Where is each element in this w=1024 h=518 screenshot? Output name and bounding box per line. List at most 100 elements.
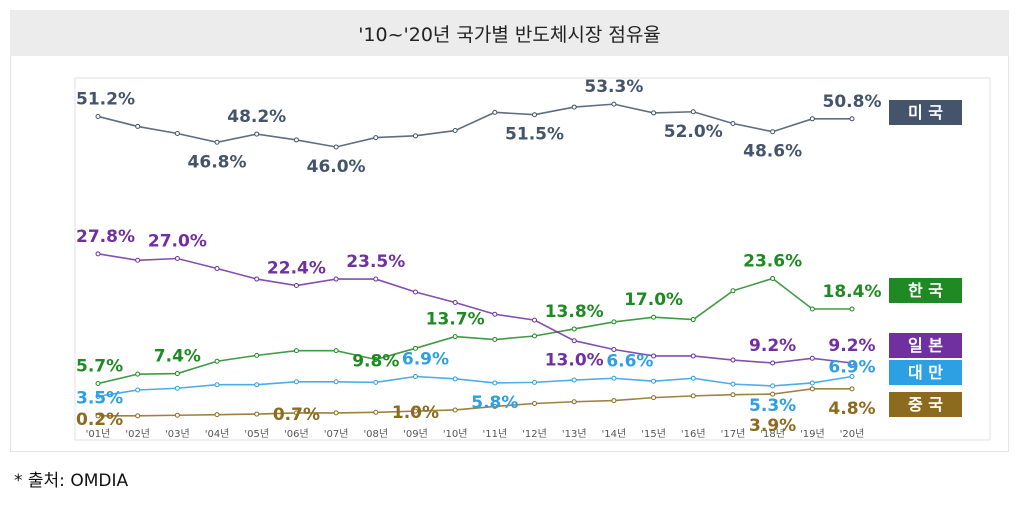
x-tick-label: '11년 [482, 428, 507, 440]
data-point [293, 379, 299, 385]
data-point [452, 407, 458, 413]
data-point [174, 412, 180, 418]
data-label: 0.7% [273, 405, 320, 425]
data-label: 48.6% [743, 142, 802, 162]
x-tick-label: '20년 [840, 428, 865, 440]
data-point [571, 399, 577, 405]
data-point [135, 371, 141, 377]
data-point [95, 413, 101, 419]
data-point [770, 129, 776, 135]
legend-label: 한 국 [908, 281, 943, 300]
data-point [95, 393, 101, 399]
data-point [532, 333, 538, 339]
data-point [770, 383, 776, 389]
data-point [809, 380, 815, 386]
data-label: 6.9% [402, 349, 449, 369]
x-tick-label: '04년 [205, 428, 230, 440]
data-point [690, 393, 696, 399]
data-point [532, 379, 538, 385]
data-point [690, 109, 696, 115]
data-point [214, 358, 220, 364]
data-point [412, 133, 418, 139]
series-line [97, 277, 852, 385]
x-tick-label: '15년 [641, 428, 666, 440]
data-point [412, 408, 418, 414]
data-point [730, 288, 736, 294]
data-label: 0.2% [76, 410, 123, 430]
data-point [293, 410, 299, 416]
data-point [571, 377, 577, 383]
data-label: 53.3% [584, 77, 643, 97]
data-point [214, 412, 220, 418]
data-point [809, 386, 815, 392]
data-point [492, 403, 498, 409]
data-point [214, 139, 220, 145]
data-point [373, 276, 379, 282]
series-line [97, 375, 853, 398]
data-label: 13.8% [545, 302, 604, 322]
data-point [611, 319, 617, 325]
data-point [214, 265, 220, 271]
data-label: 22.4% [267, 259, 326, 279]
data-label: 27.8% [76, 227, 135, 247]
data-label: 51.5% [505, 125, 564, 145]
data-point [412, 289, 418, 295]
legend-swatch [889, 333, 962, 358]
x-tick-label: '02년 [125, 428, 150, 440]
x-tick-label: '18년 [760, 428, 785, 440]
data-point [611, 398, 617, 404]
data-point [135, 387, 141, 393]
data-point [849, 306, 855, 312]
data-point [452, 334, 458, 340]
data-point [135, 413, 141, 419]
data-point [651, 314, 657, 320]
source-footnote: * 출처: OMDIA [14, 471, 129, 491]
data-point [373, 409, 379, 415]
data-label: 23.6% [743, 251, 802, 271]
data-label: 46.0% [307, 157, 366, 177]
data-point [333, 276, 339, 282]
legend-swatch [889, 392, 962, 417]
data-point [492, 337, 498, 343]
data-label: 5.3% [749, 396, 796, 416]
data-point [135, 257, 141, 263]
data-point [611, 375, 617, 381]
data-label: 1.0% [392, 403, 439, 423]
data-point [373, 135, 379, 141]
data-point [254, 382, 260, 388]
legend-label: 대 만 [908, 363, 943, 382]
x-tick-label: '07년 [324, 428, 349, 440]
data-point [333, 348, 339, 354]
data-point [174, 130, 180, 136]
data-point [532, 112, 538, 118]
x-tick-label: '01년 [86, 428, 111, 440]
legend-label: 일 본 [908, 336, 943, 355]
data-point [293, 283, 299, 289]
data-point [770, 391, 776, 397]
data-point [849, 360, 855, 366]
data-label: 3.5% [76, 388, 123, 408]
data-point [254, 131, 260, 137]
data-label: 9.8% [352, 351, 399, 371]
data-point [174, 385, 180, 391]
series-line [97, 103, 852, 148]
x-tick-label: '08년 [363, 428, 388, 440]
x-tick-label: '17년 [721, 428, 746, 440]
data-point [730, 392, 736, 398]
data-point [174, 371, 180, 377]
data-point [492, 380, 498, 386]
data-point [373, 356, 379, 362]
data-point [730, 121, 736, 126]
data-point [770, 275, 776, 281]
data-label: 13.7% [426, 310, 485, 330]
x-tick-label: '14년 [602, 428, 627, 440]
data-point [770, 360, 776, 366]
data-point [730, 357, 736, 363]
data-label: 23.5% [346, 252, 405, 272]
data-point [254, 411, 260, 417]
data-point [293, 348, 299, 354]
series-line [97, 253, 853, 364]
data-point [333, 144, 339, 150]
data-point [532, 317, 538, 323]
